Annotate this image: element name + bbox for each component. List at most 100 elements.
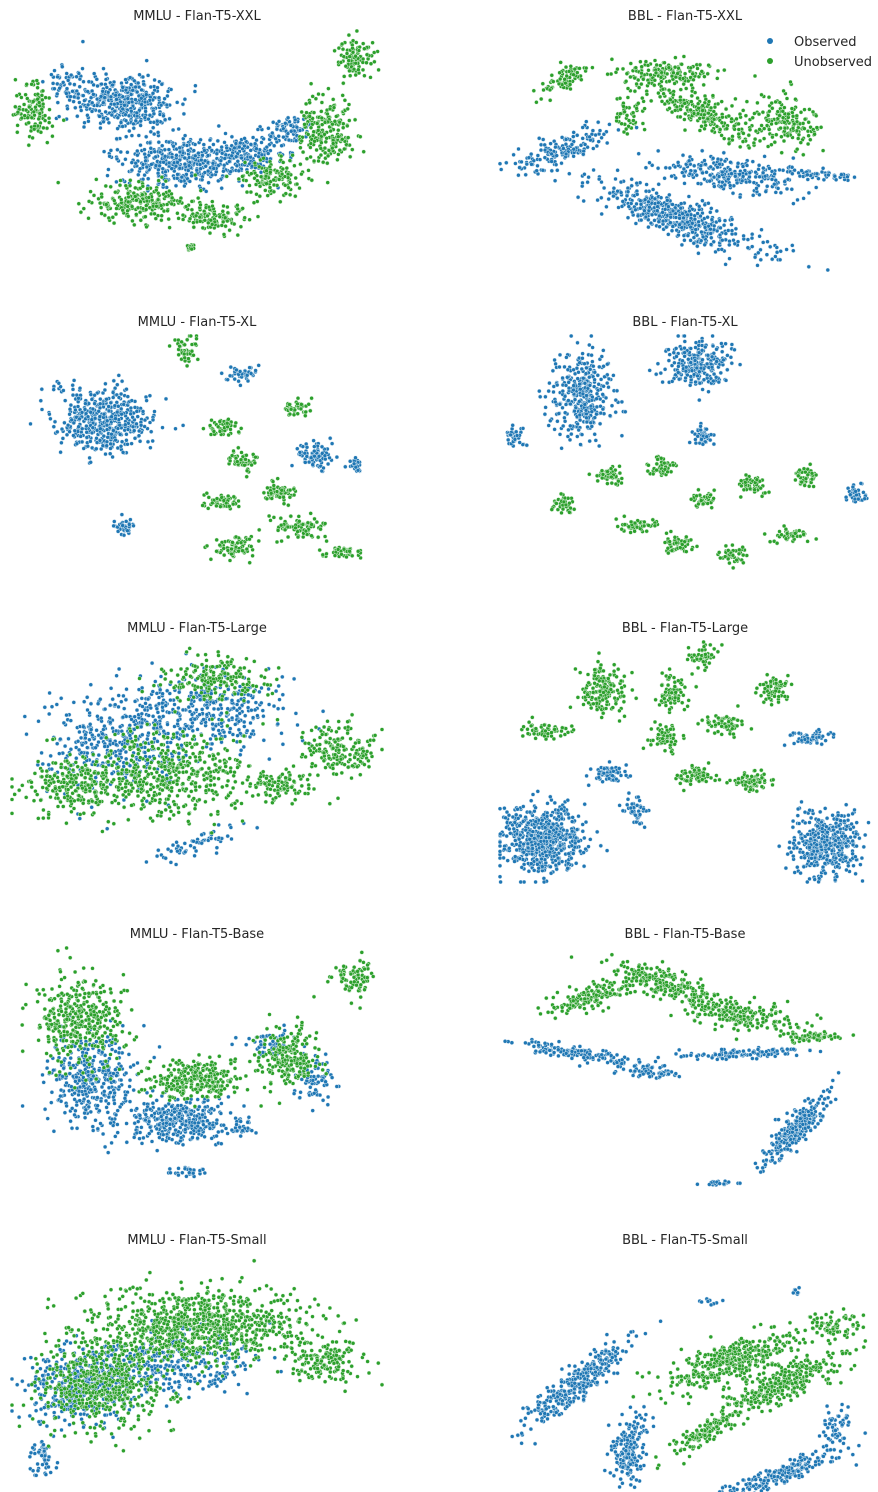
scatter-point: [805, 177, 810, 182]
scatter-point: [765, 184, 770, 189]
scatter-point: [667, 106, 672, 111]
scatter-point: [167, 343, 172, 349]
scatter-point: [625, 86, 631, 91]
scatter-point: [319, 115, 324, 121]
scatter-point: [221, 552, 227, 558]
scatter-point: [181, 351, 187, 357]
scatter-point: [775, 186, 781, 191]
scatter-point: [675, 71, 680, 76]
scatter-point: [321, 159, 326, 165]
scatter-point: [724, 126, 729, 131]
scatter-point: [62, 420, 67, 425]
scatter-point: [540, 168, 546, 173]
scatter-point: [322, 145, 328, 151]
scatter-point: [141, 81, 146, 87]
scatter-point: [191, 224, 197, 230]
scatter-point: [344, 554, 349, 560]
scatter-point: [19, 95, 24, 100]
scatter-point: [700, 103, 705, 108]
scatter-point: [142, 417, 148, 423]
scatter-point: [152, 77, 157, 83]
scatter-point: [84, 423, 89, 429]
scatter-point: [256, 363, 261, 368]
scatter-point: [189, 173, 194, 179]
scatter-point: [354, 28, 360, 34]
scatter-point: [95, 83, 100, 89]
scatter-point: [134, 89, 140, 95]
scatter-point: [101, 66, 106, 71]
scatter-point: [727, 256, 732, 261]
scatter-point: [288, 514, 293, 519]
scatter-point: [214, 537, 219, 543]
scatter-point: [225, 548, 231, 553]
scatter-point: [230, 540, 235, 545]
scatter-point: [234, 211, 240, 217]
scatter-point: [348, 154, 353, 160]
scatter-point: [61, 388, 66, 393]
scatter-point: [255, 178, 260, 183]
scatter-point: [541, 137, 546, 142]
scatter-point: [526, 155, 532, 160]
scatter-point: [348, 459, 353, 464]
scatter-point: [233, 534, 239, 540]
scatter-point: [129, 99, 135, 105]
scatter-point: [197, 162, 203, 167]
scatter-point: [623, 79, 629, 84]
chart-title-2: MMLU - Flan-T5-XL: [138, 315, 257, 330]
scatter-point: [709, 128, 715, 134]
scatter-point: [139, 96, 144, 101]
scatter-point: [121, 533, 127, 538]
scatter-point: [691, 77, 696, 83]
scatter-point: [571, 134, 576, 139]
scatter-point: [118, 120, 124, 125]
scatter-point: [245, 378, 251, 384]
scatter-point: [81, 206, 87, 211]
scatter-point: [668, 214, 673, 220]
scatter-point: [557, 70, 562, 75]
scatter-point: [346, 32, 352, 38]
scatter-point: [662, 176, 667, 181]
scatter-point: [255, 214, 261, 219]
scatter-point: [736, 131, 741, 137]
scatter-point: [696, 251, 701, 256]
scatter-point: [723, 106, 729, 112]
scatter-point: [140, 177, 146, 182]
scatter-point: [311, 438, 316, 443]
scatter-point: [736, 121, 741, 127]
scatter-point: [774, 132, 779, 137]
scatter-point: [537, 157, 543, 162]
scatter-point: [626, 118, 632, 123]
scatter-point: [293, 193, 298, 199]
scatter-point: [291, 492, 297, 498]
scatter-point: [124, 432, 129, 437]
scatter-point: [628, 74, 633, 80]
scatter-point: [108, 148, 114, 153]
scatter-point: [169, 201, 174, 207]
scatter-point: [753, 169, 758, 175]
scatter-point: [183, 204, 189, 209]
scatter-point: [668, 97, 673, 102]
scatter-point: [202, 158, 208, 164]
scatter-point: [48, 416, 53, 421]
scatter-point: [639, 81, 644, 87]
scatter-point: [47, 95, 52, 101]
scatter-point: [108, 400, 114, 405]
scatter-point: [227, 504, 232, 509]
scatter-point: [155, 130, 161, 135]
scatter-point: [133, 84, 138, 90]
scatter-point: [552, 427, 557, 432]
scatter-point: [745, 245, 751, 250]
scatter-point: [114, 206, 119, 211]
scatter-point: [777, 113, 782, 118]
scatter-point: [271, 515, 277, 520]
scatter-point: [182, 155, 187, 161]
scatter-point: [737, 172, 742, 177]
scatter-point: [137, 108, 142, 113]
scatter-point: [88, 95, 94, 100]
scatter-point: [161, 113, 166, 118]
scatter-point: [227, 227, 232, 233]
scatter-point: [100, 89, 105, 94]
scatter-point: [199, 177, 205, 183]
scatter-point: [229, 153, 234, 159]
scatter-point: [211, 429, 217, 434]
